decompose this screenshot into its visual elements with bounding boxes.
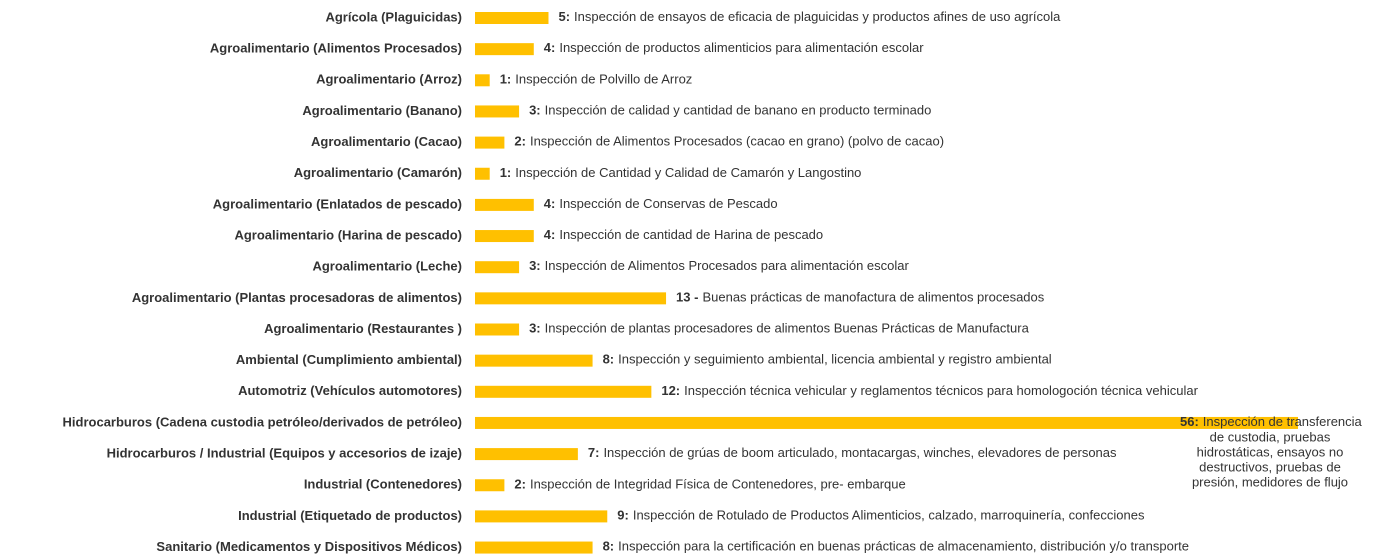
description: Inspección técnica vehicular y reglament… bbox=[684, 383, 1198, 398]
bar bbox=[475, 541, 593, 554]
bar bbox=[475, 354, 593, 367]
value-label: 2: bbox=[514, 134, 526, 149]
bar bbox=[475, 43, 534, 56]
category-label: Agroalimentario (Arroz) bbox=[316, 72, 462, 87]
data-label: 4: Inspección de Conservas de Pescado bbox=[544, 196, 778, 211]
description: Inspección de grúas de boom articulado, … bbox=[603, 446, 1117, 461]
category-label: Ambiental (Cumplimiento ambiental) bbox=[236, 352, 462, 367]
value-label: 5: bbox=[558, 9, 570, 24]
bar bbox=[475, 230, 534, 243]
bar bbox=[475, 385, 652, 398]
category-label: Hidrocarburos / Industrial (Equipos y ac… bbox=[107, 446, 462, 461]
category-label: Agroalimentario (Camarón) bbox=[294, 165, 462, 180]
category-label: Agroalimentario (Harina de pescado) bbox=[234, 227, 462, 242]
value-label: 2: bbox=[514, 477, 526, 492]
description: de custodia, pruebas bbox=[1210, 429, 1331, 444]
category-label: Agroalimentario (Leche) bbox=[312, 259, 462, 274]
data-label: 1: Inspección de Polvillo de Arroz bbox=[500, 72, 693, 87]
category-label: Industrial (Contenedores) bbox=[304, 477, 462, 492]
description: Buenas prácticas de manofactura de alime… bbox=[702, 290, 1044, 305]
description: Inspección de Polvillo de Arroz bbox=[515, 72, 692, 87]
data-label: 7: Inspección de grúas de boom articulado… bbox=[588, 446, 1117, 461]
value-label: 1: bbox=[500, 72, 512, 87]
data-label: 2: Inspección de Alimentos Procesados (ca… bbox=[514, 134, 944, 149]
category-label: Agroalimentario (Banano) bbox=[302, 103, 462, 118]
value-label: 1: bbox=[500, 165, 512, 180]
data-label: 13 - Buenas prácticas de manofactura de a… bbox=[676, 290, 1045, 305]
bar bbox=[475, 448, 578, 461]
value-label: 3: bbox=[529, 259, 541, 274]
description: Inspección de productos alimenticios par… bbox=[559, 41, 924, 56]
category-label: Agroalimentario (Enlatados de pescado) bbox=[213, 196, 462, 211]
data-label: 2: Inspección de Integridad Física de Con… bbox=[514, 477, 905, 492]
category-label: Agroalimentario (Cacao) bbox=[311, 134, 462, 149]
bar bbox=[475, 510, 608, 523]
data-label: 4: Inspección de productos alimenticios p… bbox=[544, 41, 924, 56]
bar bbox=[475, 261, 520, 274]
description: Inspección de Conservas de Pescado bbox=[559, 196, 777, 211]
value-label: 7: bbox=[588, 446, 600, 461]
data-label: 4: Inspección de cantidad de Harina de pe… bbox=[544, 227, 823, 242]
description: Inspección de calidad y cantidad de bana… bbox=[545, 103, 932, 118]
data-label: 9: Inspección de Rotulado de Productos Al… bbox=[617, 508, 1145, 523]
data-label: 8: Inspección y seguimiento ambiental, li… bbox=[603, 352, 1052, 367]
category-label: Hidrocarburos (Cadena custodia petróleo/… bbox=[63, 414, 462, 429]
value-label: 56: bbox=[1180, 414, 1199, 429]
value-label: 4: bbox=[544, 227, 556, 242]
description: hidrostáticas, ensayos no bbox=[1197, 444, 1344, 459]
value-label: 9: bbox=[617, 508, 629, 523]
data-label: 12: Inspección técnica vehicular y reglam… bbox=[661, 383, 1198, 398]
description: Inspección de ensayos de eficacia de pla… bbox=[574, 9, 1061, 24]
value-label: 3: bbox=[529, 321, 541, 336]
value-label: 4: bbox=[544, 196, 556, 211]
bar bbox=[475, 74, 490, 87]
bar bbox=[475, 12, 549, 24]
description: Inspección de Rotulado de Productos Alim… bbox=[633, 508, 1145, 523]
category-label: Agroalimentario (Plantas procesadoras de… bbox=[132, 290, 462, 305]
bar bbox=[475, 167, 490, 180]
category-label: Industrial (Etiquetado de productos) bbox=[238, 508, 462, 523]
value-label: 8: bbox=[603, 352, 615, 367]
value-label: 4: bbox=[544, 41, 556, 56]
value-label: 8: bbox=[603, 539, 615, 554]
description: Inspección de Cantidad y Calidad de Cama… bbox=[515, 165, 861, 180]
description: Inspección y seguimiento ambiental, lice… bbox=[618, 352, 1052, 367]
category-label: Sanitario (Medicamentos y Dispositivos M… bbox=[156, 539, 462, 554]
value-label: 13 - bbox=[676, 290, 698, 305]
description: destructivos, pruebas de bbox=[1199, 459, 1341, 474]
bar bbox=[475, 479, 505, 492]
description: Inspección de Alimentos Procesados (caca… bbox=[530, 134, 944, 149]
data-label: 3: Inspección de Alimentos Procesados par… bbox=[529, 259, 909, 274]
category-label: Agroalimentario (Alimentos Procesados) bbox=[210, 41, 462, 56]
description: Inspección de cantidad de Harina de pesc… bbox=[559, 227, 823, 242]
bar bbox=[475, 292, 667, 305]
data-label: 56: Inspección de transferencia bbox=[1180, 414, 1363, 429]
description: Inspección de transferencia bbox=[1203, 414, 1363, 429]
data-label: 3: Inspección de plantas procesadores de … bbox=[529, 321, 1030, 336]
data-label: 3: Inspección de calidad y cantidad de ba… bbox=[529, 103, 931, 118]
description: Inspección de Integridad Física de Conte… bbox=[530, 477, 906, 492]
category-label: Automotriz (Vehículos automotores) bbox=[238, 383, 462, 398]
category-label: Agroalimentario (Restaurantes ) bbox=[264, 321, 462, 336]
description: Inspección de Alimentos Procesados para … bbox=[545, 259, 910, 274]
value-label: 12: bbox=[661, 383, 680, 398]
bar bbox=[475, 198, 534, 211]
data-label: 1: Inspección de Cantidad y Calidad de Ca… bbox=[500, 165, 862, 180]
bar bbox=[475, 136, 505, 149]
description: Inspección de plantas procesadores de al… bbox=[545, 321, 1030, 336]
value-label: 3: bbox=[529, 103, 541, 118]
bar bbox=[475, 323, 520, 336]
bar bbox=[475, 105, 520, 118]
description: presión, medidores de flujo bbox=[1192, 474, 1348, 489]
category-label: Agrícola (Plaguicidas) bbox=[325, 9, 462, 24]
bar bbox=[475, 416, 1298, 429]
data-label: 8: Inspección para la certificación en bu… bbox=[603, 539, 1189, 554]
data-label: 5: Inspección de ensayos de eficacia de p… bbox=[558, 9, 1061, 24]
description: Inspección para la certificación en buen… bbox=[618, 539, 1189, 554]
